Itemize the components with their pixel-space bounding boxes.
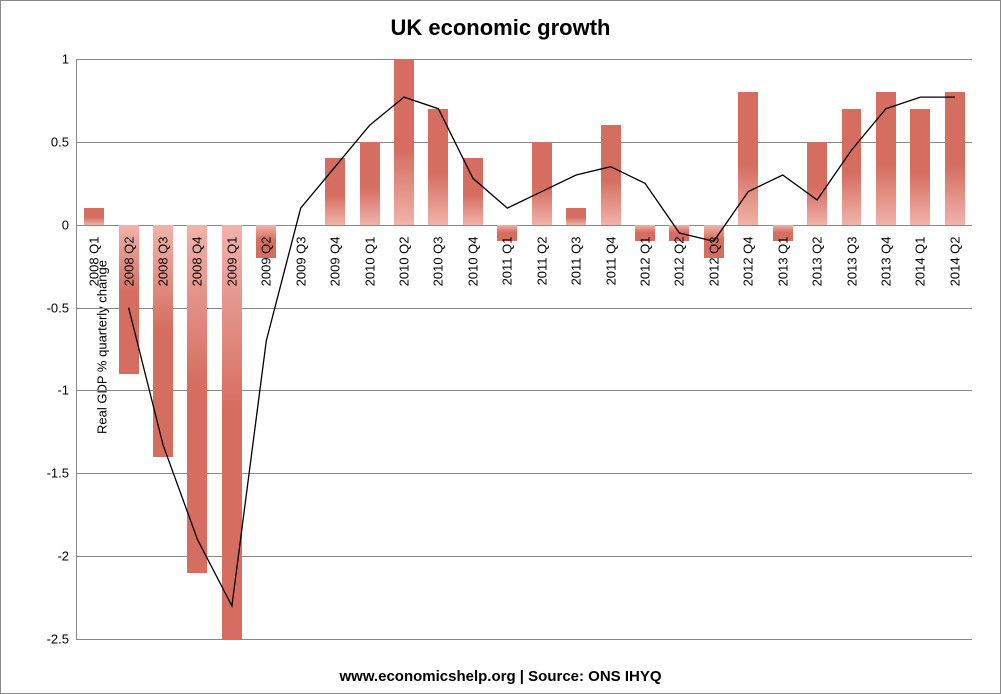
y-tick-label: 0: [62, 217, 77, 232]
gridline: [77, 142, 972, 143]
chart-footer: www.economicshelp.org | Source: ONS IHYQ: [1, 668, 1000, 685]
x-tick-label: 2009 Q3: [293, 236, 308, 336]
bar: [325, 158, 345, 224]
x-tick-label: 2013 Q2: [810, 236, 825, 336]
x-tick-label: 2009 Q4: [328, 236, 343, 336]
bar: [428, 109, 448, 225]
y-tick-label: -1.5: [47, 466, 77, 481]
x-tick-label: 2012 Q4: [741, 236, 756, 336]
bar: [738, 92, 758, 225]
x-tick-label: 2013 Q4: [878, 236, 893, 336]
y-tick-label: -2: [57, 549, 77, 564]
trend-line: [77, 59, 972, 639]
x-tick-label: 2013 Q3: [844, 236, 859, 336]
bar: [463, 158, 483, 224]
chart-container: UK economic growth Real GDP % quarterly …: [0, 0, 1001, 694]
x-tick-label: 2009 Q1: [224, 236, 239, 336]
chart-title: UK economic growth: [1, 15, 1000, 41]
bar: [566, 208, 586, 225]
x-tick-label: 2011 Q4: [603, 236, 618, 336]
x-tick-label: 2010 Q3: [431, 236, 446, 336]
bar: [876, 92, 896, 225]
y-tick-label: -0.5: [47, 300, 77, 315]
y-tick-label: 1: [62, 52, 77, 67]
x-tick-label: 2008 Q1: [87, 236, 102, 336]
x-tick-label: 2008 Q4: [190, 236, 205, 336]
x-tick-label: 2011 Q2: [534, 236, 549, 336]
bar: [910, 109, 930, 225]
y-tick-label: -2.5: [47, 632, 77, 647]
x-tick-label: 2010 Q4: [465, 236, 480, 336]
plot-area: -2.5-2-1.5-1-0.500.512008 Q12008 Q22008 …: [76, 59, 972, 640]
bar: [394, 59, 414, 225]
bar: [842, 109, 862, 225]
gridline: [77, 639, 972, 640]
x-tick-label: 2011 Q1: [500, 236, 515, 336]
x-tick-label: 2014 Q2: [947, 236, 962, 336]
bar: [84, 208, 104, 225]
bar: [807, 142, 827, 225]
gridline: [77, 556, 972, 557]
x-tick-label: 2008 Q3: [156, 236, 171, 336]
gridline: [77, 308, 972, 309]
gridline: [77, 59, 972, 60]
bar: [360, 142, 380, 225]
y-tick-label: -1: [57, 383, 77, 398]
bar: [532, 142, 552, 225]
x-tick-label: 2009 Q2: [259, 236, 274, 336]
bar: [601, 125, 621, 224]
y-tick-label: 0.5: [51, 134, 77, 149]
x-tick-label: 2014 Q1: [913, 236, 928, 336]
gridline: [77, 225, 972, 226]
gridline: [77, 473, 972, 474]
x-tick-label: 2012 Q1: [637, 236, 652, 336]
x-tick-label: 2012 Q3: [706, 236, 721, 336]
x-tick-label: 2012 Q2: [672, 236, 687, 336]
gridline: [77, 390, 972, 391]
x-tick-label: 2010 Q1: [362, 236, 377, 336]
bar: [945, 92, 965, 225]
x-tick-label: 2008 Q2: [121, 236, 136, 336]
x-tick-label: 2013 Q1: [775, 236, 790, 336]
x-tick-label: 2010 Q2: [397, 236, 412, 336]
x-tick-label: 2011 Q3: [569, 236, 584, 336]
